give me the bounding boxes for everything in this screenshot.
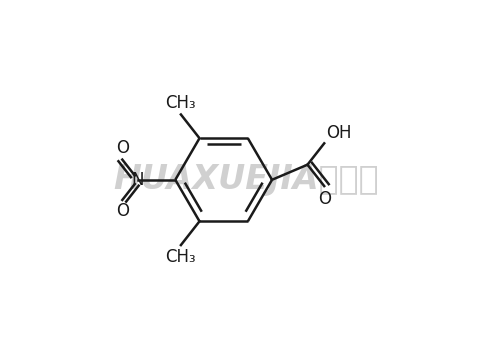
Text: CH₃: CH₃ <box>166 94 196 112</box>
Text: HUAXUEJIA化学加: HUAXUEJIA化学加 <box>113 163 379 196</box>
Text: CH₃: CH₃ <box>166 248 196 266</box>
Text: OH: OH <box>326 124 351 142</box>
Text: O: O <box>116 140 129 157</box>
Text: O: O <box>116 202 129 220</box>
Text: O: O <box>318 190 331 208</box>
Text: N: N <box>132 171 144 189</box>
